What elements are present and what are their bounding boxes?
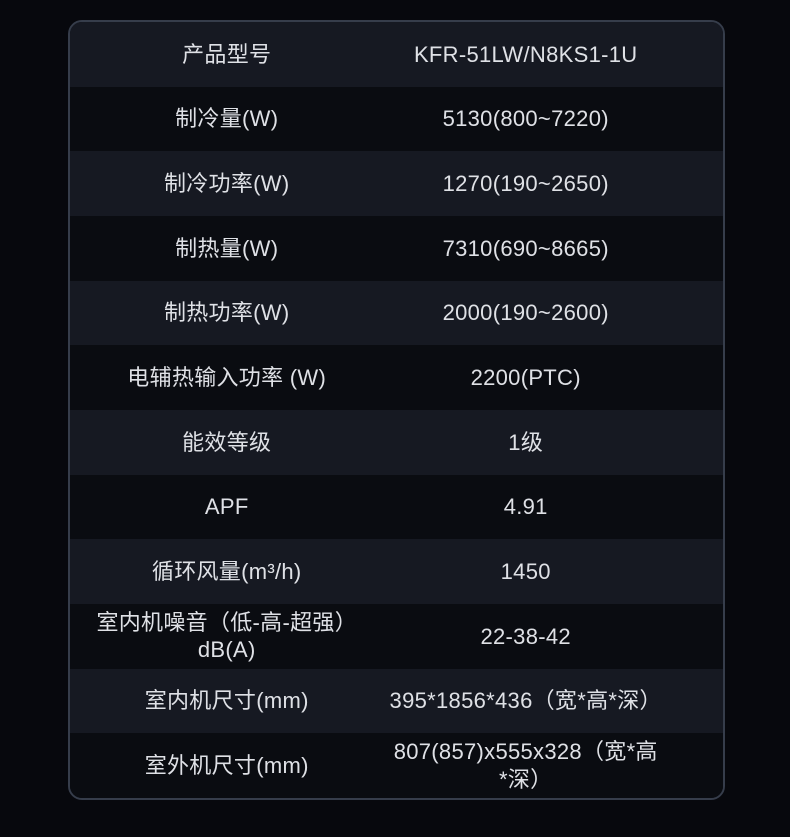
spec-row-heating-power: 制热功率(W) 2000(190~2600) xyxy=(70,280,723,346)
spec-row-air-circulation: 循环风量(m³/h) 1450 xyxy=(70,539,723,605)
spec-label: 产品型号 xyxy=(182,41,272,67)
spec-row-aux-heating-power: 电辅热输入功率 (W) 2200(PTC) xyxy=(70,345,723,411)
spec-label: 制热功率(W) xyxy=(163,300,290,326)
spec-value: 1级 xyxy=(508,429,544,455)
spec-label: 制冷量(W) xyxy=(175,106,279,132)
spec-value: 1270(190~2650) xyxy=(442,170,609,196)
spec-value: 395*1856*436（宽*高*深） xyxy=(389,688,662,714)
spec-value: 2200(PTC) xyxy=(470,364,581,390)
spec-value: 5130(800~7220) xyxy=(442,106,609,132)
spec-label: APF xyxy=(204,494,249,520)
spec-row-outdoor-unit-size: 室外机尺寸(mm) 807(857)x555x328（宽*高*深） xyxy=(70,733,723,798)
spec-label: 室外机尺寸(mm) xyxy=(144,752,309,778)
spec-value: 7310(690~8665) xyxy=(442,235,609,261)
spec-row-cooling-power: 制冷功率(W) 1270(190~2650) xyxy=(70,151,723,217)
spec-row-heating-capacity: 制热量(W) 7310(690~8665) xyxy=(70,216,723,281)
spec-label: 制热量(W) xyxy=(175,235,279,261)
spec-value: KFR-51LW/N8KS1-1U xyxy=(413,41,638,67)
spec-value: 1450 xyxy=(500,558,551,584)
spec-label: 制冷功率(W) xyxy=(163,170,290,196)
spec-label: 循环风量(m³/h) xyxy=(151,558,302,584)
spec-row-indoor-unit-size: 室内机尺寸(mm) 395*1856*436（宽*高*深） xyxy=(70,668,723,734)
spec-label: 能效等级 xyxy=(182,429,272,455)
spec-row-indoor-noise: 室内机噪音（低-高-超强）dB(A) 22-38-42 xyxy=(70,604,723,669)
spec-label: 电辅热输入功率 (W) xyxy=(127,364,327,390)
spec-row-model: 产品型号 KFR-51LW/N8KS1-1U xyxy=(70,22,723,87)
spec-value: 4.91 xyxy=(503,494,548,520)
spec-row-energy-rating: 能效等级 1级 xyxy=(70,410,723,475)
product-spec-table: 产品型号 KFR-51LW/N8KS1-1U 制冷量(W) 5130(800~7… xyxy=(68,20,725,800)
spec-value: 22-38-42 xyxy=(480,623,571,649)
spec-label: 室内机尺寸(mm) xyxy=(144,688,309,714)
spec-value: 2000(190~2600) xyxy=(442,300,609,326)
spec-label: 室内机噪音（低-高-超强）dB(A) xyxy=(96,609,357,663)
spec-value: 807(857)x555x328（宽*高*深） xyxy=(393,739,658,792)
spec-row-cooling-capacity: 制冷量(W) 5130(800~7220) xyxy=(70,86,723,152)
spec-row-apf: APF 4.91 xyxy=(70,474,723,540)
